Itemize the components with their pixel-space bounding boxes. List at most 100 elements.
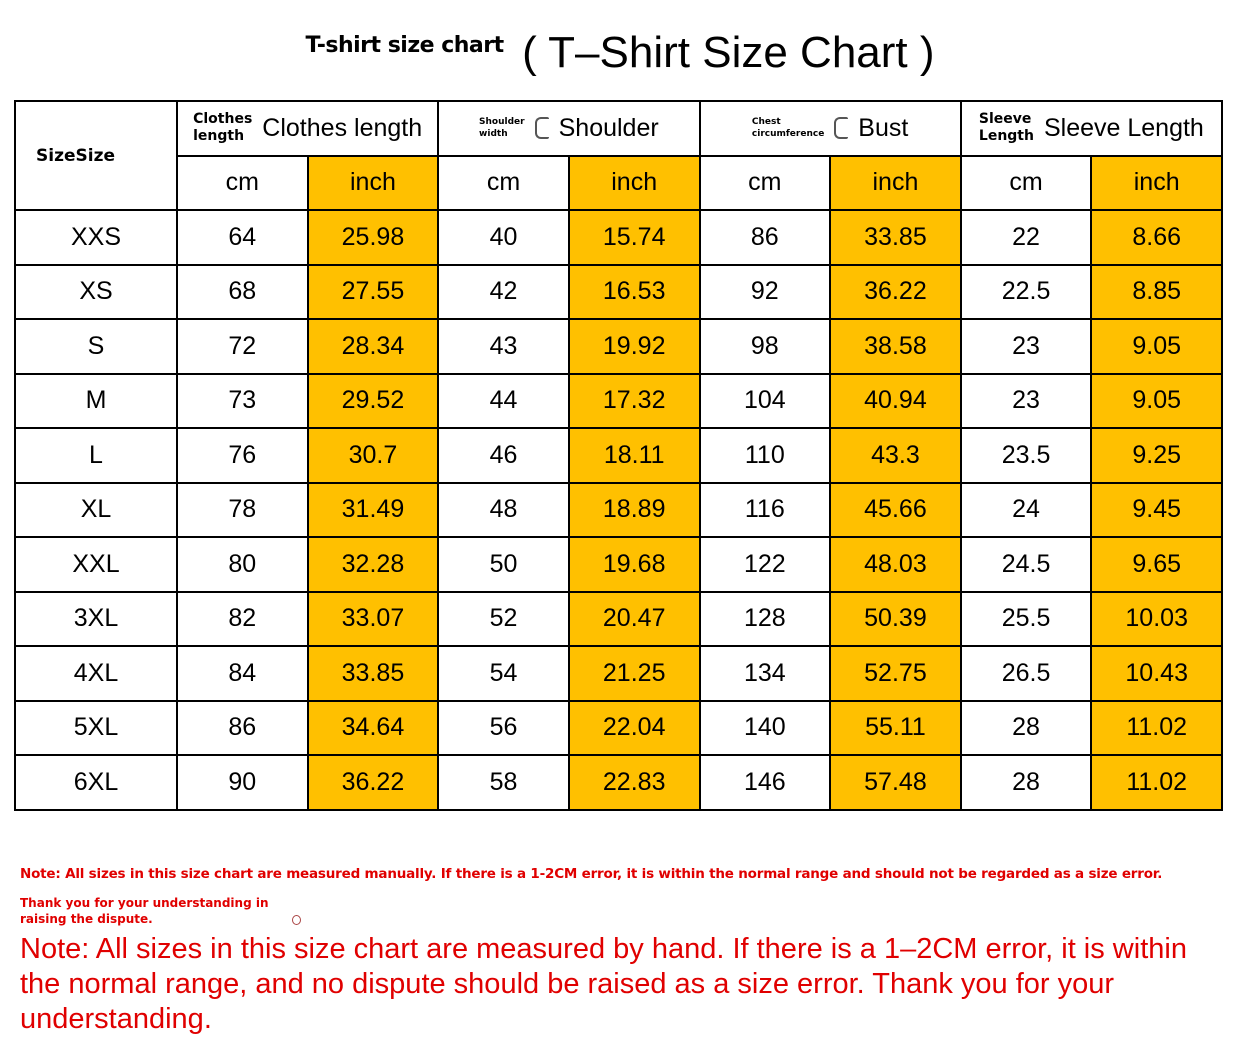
size-cell: 5XL xyxy=(14,699,178,756)
note-thanks: Thank you for your understanding in rais… xyxy=(20,896,269,926)
value-cell: 8.85 xyxy=(1090,263,1223,320)
shoulder-icon xyxy=(534,117,549,140)
value-cell: 48.03 xyxy=(829,536,962,593)
value-cell: 146 xyxy=(698,754,832,811)
value-cell: 110 xyxy=(698,427,832,484)
size-cell: L xyxy=(14,427,178,484)
value-cell: 76 xyxy=(176,427,309,484)
table-row: 6XL 90 36.22 58 22.83 146 57.48 28 11.02 xyxy=(14,754,1223,811)
value-cell: 48 xyxy=(437,481,570,538)
value-cell: 33.85 xyxy=(829,209,962,266)
value-cell: 42 xyxy=(437,263,570,320)
value-cell: 55.11 xyxy=(829,699,962,756)
stray-mark xyxy=(292,915,301,925)
value-cell: 80 xyxy=(176,536,309,593)
value-cell: 17.32 xyxy=(567,372,701,429)
table-row: XXS 64 25.98 40 15.74 86 33.85 22 8.66 xyxy=(14,209,1223,266)
value-cell: 43 xyxy=(437,318,570,375)
group-header: Sleeve Length Sleeve Length xyxy=(959,100,1224,157)
value-cell: 128 xyxy=(698,590,832,647)
group-header: Clothes length Clothes length xyxy=(175,100,440,157)
size-chart-table: SizeSize Clothes length Clothes length Shoul… xyxy=(14,100,1224,811)
value-cell: 52 xyxy=(437,590,570,647)
unit-cell: inch xyxy=(567,154,701,211)
table-row: XS 68 27.55 42 16.53 92 36.22 22.5 8.85 xyxy=(14,263,1223,320)
size-cell: 3XL xyxy=(14,590,178,647)
value-cell: 21.25 xyxy=(567,645,701,702)
value-cell: 68 xyxy=(176,263,309,320)
value-cell: 10.03 xyxy=(1090,590,1223,647)
value-cell: 82 xyxy=(176,590,309,647)
value-cell: 78 xyxy=(176,481,309,538)
value-cell: 9.05 xyxy=(1090,318,1223,375)
value-cell: 8.66 xyxy=(1090,209,1223,266)
group-header: Shoulder width Shoulder xyxy=(437,100,701,157)
value-cell: 140 xyxy=(698,699,832,756)
table-row: M 73 29.52 44 17.32 104 40.94 23 9.05 xyxy=(14,372,1223,429)
value-cell: 32.28 xyxy=(306,536,440,593)
value-cell: 122 xyxy=(698,536,832,593)
value-cell: 9.45 xyxy=(1090,481,1223,538)
group-header-small: Sleeve Length xyxy=(978,111,1034,145)
group-header-label: Sleeve Length xyxy=(1043,113,1204,142)
chest-icon xyxy=(834,117,849,140)
value-cell: 72 xyxy=(176,318,309,375)
value-cell: 56 xyxy=(437,699,570,756)
size-cell: XXL xyxy=(14,536,178,593)
value-cell: 9.05 xyxy=(1090,372,1223,429)
size-cell: S xyxy=(14,318,178,375)
value-cell: 86 xyxy=(176,699,309,756)
size-cell: M xyxy=(14,372,178,429)
size-header: SizeSize xyxy=(14,100,178,211)
value-cell: 64 xyxy=(176,209,309,266)
table-row: S 72 28.34 43 19.92 98 38.58 23 9.05 xyxy=(14,318,1223,375)
value-cell: 38.58 xyxy=(829,318,962,375)
value-cell: 22 xyxy=(959,209,1093,266)
value-cell: 98 xyxy=(698,318,832,375)
page-title: T-shirt size chart ( T–Shirt Size Chart … xyxy=(0,28,1240,78)
value-cell: 45.66 xyxy=(829,481,962,538)
value-cell: 25.98 xyxy=(306,209,440,266)
value-cell: 19.92 xyxy=(567,318,701,375)
value-cell: 15.74 xyxy=(567,209,701,266)
value-cell: 34.64 xyxy=(306,699,440,756)
unit-cell: inch xyxy=(829,154,962,211)
value-cell: 16.53 xyxy=(567,263,701,320)
value-cell: 50 xyxy=(437,536,570,593)
group-header-label: Shoulder xyxy=(558,113,659,142)
note-manual-measure: Note: All sizes in this size chart are m… xyxy=(20,866,1163,882)
size-cell: 4XL xyxy=(14,645,178,702)
group-header: Chest circumference Bust xyxy=(698,100,962,157)
value-cell: 73 xyxy=(176,372,309,429)
value-cell: 24 xyxy=(959,481,1093,538)
value-cell: 46 xyxy=(437,427,570,484)
title-small: T-shirt size chart xyxy=(305,32,504,58)
value-cell: 22.04 xyxy=(567,699,701,756)
group-header-small: Clothes length xyxy=(193,111,253,145)
table-row: XXL 80 32.28 50 19.68 122 48.03 24.5 9.65 xyxy=(14,536,1223,593)
value-cell: 23 xyxy=(959,372,1093,429)
unit-cell: cm xyxy=(176,154,309,211)
unit-cell: inch xyxy=(1090,154,1223,211)
table-row: XL 78 31.49 48 18.89 116 45.66 24 9.45 xyxy=(14,481,1223,538)
value-cell: 30.7 xyxy=(306,427,440,484)
size-cell: 6XL xyxy=(14,754,178,811)
value-cell: 23 xyxy=(959,318,1093,375)
value-cell: 11.02 xyxy=(1090,699,1223,756)
value-cell: 26.5 xyxy=(959,645,1093,702)
size-cell: XL xyxy=(14,481,178,538)
unit-cell: cm xyxy=(437,154,570,211)
value-cell: 28 xyxy=(959,754,1093,811)
value-cell: 134 xyxy=(698,645,832,702)
unit-row: cm inch cm inch cm inch cm inch xyxy=(15,154,1223,211)
size-cell: XS xyxy=(14,263,178,320)
value-cell: 28.34 xyxy=(306,318,440,375)
value-cell: 29.52 xyxy=(306,372,440,429)
value-cell: 57.48 xyxy=(829,754,962,811)
value-cell: 40.94 xyxy=(829,372,962,429)
value-cell: 28 xyxy=(959,699,1093,756)
value-cell: 54 xyxy=(437,645,570,702)
value-cell: 33.07 xyxy=(306,590,440,647)
value-cell: 86 xyxy=(698,209,832,266)
unit-cell: inch xyxy=(306,154,440,211)
